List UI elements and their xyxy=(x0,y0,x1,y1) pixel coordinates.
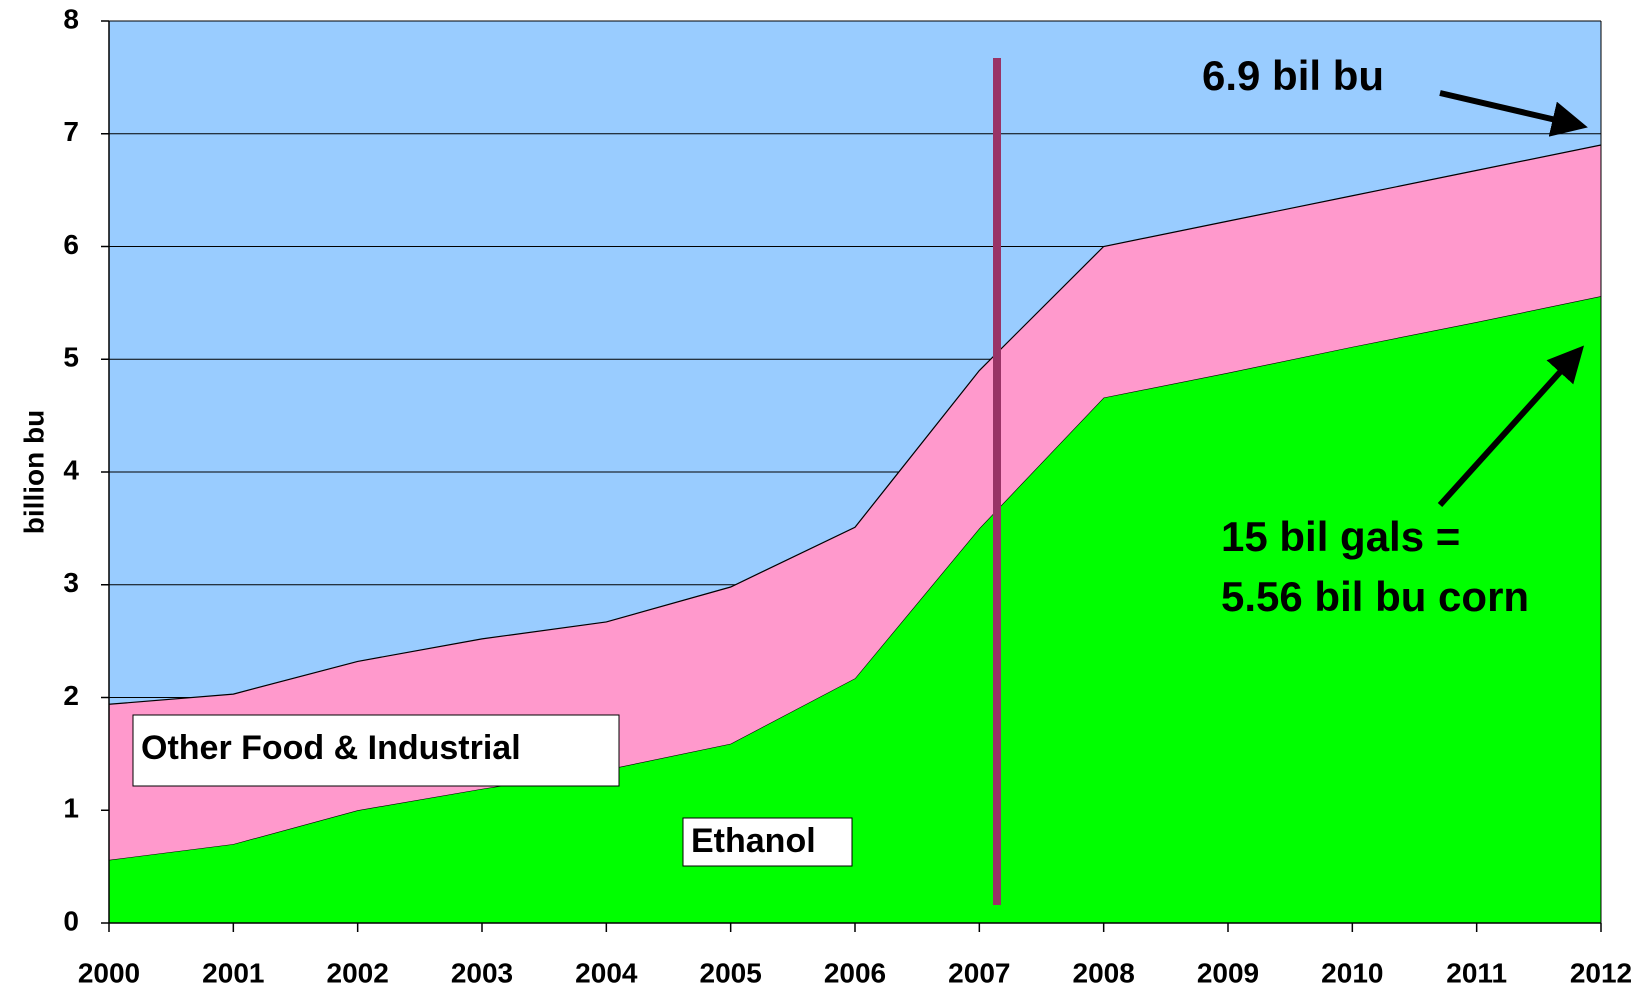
x-tick-label: 2001 xyxy=(202,957,264,988)
y-tick-label: 0 xyxy=(63,905,79,936)
y-tick-label: 4 xyxy=(63,454,79,485)
annotation: 6.9 bil bu xyxy=(1202,52,1384,99)
x-tick-label: 2011 xyxy=(1446,957,1507,988)
y-tick-label: 1 xyxy=(63,793,79,824)
x-tick-label: 2007 xyxy=(948,957,1010,988)
x-tick-label: 2012 xyxy=(1570,957,1632,988)
x-tick-label: 2005 xyxy=(700,957,762,988)
annotation: 15 bil gals = xyxy=(1221,513,1460,560)
x-tick-label: 2008 xyxy=(1073,957,1135,988)
y-axis-label: billion bu xyxy=(18,410,49,534)
y-tick-label: 7 xyxy=(63,116,79,147)
y-tick-label: 6 xyxy=(63,229,79,260)
y-tick-label: 2 xyxy=(63,680,79,711)
annotation: 5.56 bil bu corn xyxy=(1221,573,1529,620)
y-tick-label: 3 xyxy=(63,567,79,598)
x-tick-label: 2006 xyxy=(824,957,886,988)
y-tick-label: 5 xyxy=(63,342,79,373)
label-box xyxy=(682,817,853,867)
area xyxy=(109,145,1601,860)
arrow xyxy=(1439,90,1588,137)
label-box xyxy=(132,714,620,787)
area xyxy=(109,296,1601,923)
x-tick-label: 2010 xyxy=(1321,957,1383,988)
arrow xyxy=(1437,345,1585,508)
x-tick-label: 2003 xyxy=(451,957,513,988)
area-outline xyxy=(108,144,1602,705)
series-label: Other Food & Industrial xyxy=(141,729,521,767)
x-tick-label: 2004 xyxy=(575,957,638,988)
y-tick-label: 8 xyxy=(63,3,79,34)
series-label: Ethanol xyxy=(691,822,816,860)
x-tick-label: 2009 xyxy=(1197,957,1259,988)
x-tick-label: 2000 xyxy=(78,957,140,988)
x-tick-label: 2002 xyxy=(327,957,389,988)
overlay: Other Food & Industrial Ethanol 6.9 bil … xyxy=(18,52,1588,905)
